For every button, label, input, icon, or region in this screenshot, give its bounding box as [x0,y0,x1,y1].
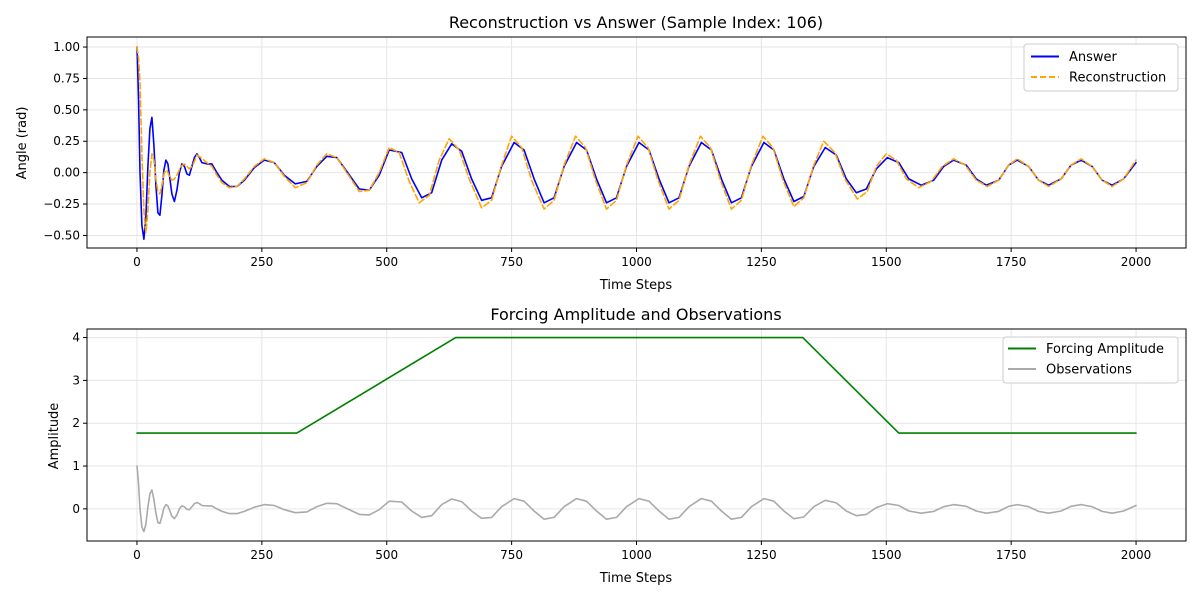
top-chart-y-tick-label: 0.75 [53,71,80,85]
bottom-chart-legend: Forcing Amplitude Observations [1002,336,1179,384]
top-chart-x-tick-label: 750 [500,255,523,269]
bottom-chart-x-tick-label: 750 [500,548,523,562]
legend-observations-label: Observations [1046,363,1132,378]
bottom-chart-x-tick-label: 1250 [746,548,777,562]
bottom-chart-x-tick-label: 250 [250,548,273,562]
top-chart-series [136,46,1137,240]
bottom-chart-x-tick-label: 500 [375,548,398,562]
bottom-chart-x-tick-label: 1750 [996,548,1027,562]
bottom-chart-x-tick-label: 0 [133,548,141,562]
bottom-chart-x-tick-label: 1500 [871,548,902,562]
top-chart-x-tick-label: 1500 [871,255,902,269]
top-chart-y-tick-label: −0.50 [43,228,80,242]
top-chart-x-tick-label: 0 [133,255,141,269]
bottom-chart-y-tick-label: 0 [72,502,80,516]
bottom-chart-x-tick-label: 2000 [1121,548,1152,562]
top-chart-y-tick-label: 0.25 [53,134,80,148]
top-chart-x-tick-label: 500 [375,255,398,269]
bottom-chart-series-forcing-amplitude-line [136,336,1137,434]
top-chart-series-reconstruction-line [136,46,1137,234]
top-chart-panel: Reconstruction vs Answer (Sample Index: … [15,13,1187,293]
legend-reconstruction-label: Reconstruction [1069,71,1166,86]
bottom-chart-y-tick-label: 2 [72,416,80,430]
bottom-chart-series [136,336,1137,533]
top-chart-y-tick-label: 0.00 [53,166,80,180]
bottom-chart-panel: Forcing Amplitude and Observations 0 250 5… [47,305,1187,586]
bottom-chart-x-ticks: 0 250 500 750 1000 1250 1500 1750 2000 [133,541,1151,562]
bottom-chart-y-tick-label: 3 [72,373,80,387]
legend-forcing-amplitude-label: Forcing Amplitude [1046,342,1164,357]
top-chart-x-tick-label: 1000 [621,255,652,269]
top-chart-legend: Answer Reconstruction [1023,43,1179,92]
top-chart-x-tick-label: 1750 [996,255,1027,269]
bottom-chart-title: Forcing Amplitude and Observations [490,305,781,324]
bottom-chart-x-tick-label: 1000 [621,548,652,562]
top-chart-x-axis-label: Time Steps [599,278,673,293]
top-chart-x-tick-label: 1250 [746,255,777,269]
top-chart-y-tick-label: 1.00 [53,40,80,54]
top-chart-x-tick-label: 250 [250,255,273,269]
bottom-chart-y-ticks: 0 1 2 3 4 [72,331,87,516]
top-chart-y-tick-label: −0.25 [43,197,80,211]
top-chart-y-tick-label: 0.50 [53,103,80,117]
top-chart-title: Reconstruction vs Answer (Sample Index: … [449,13,823,32]
top-chart-x-tick-label: 2000 [1121,255,1152,269]
top-chart-y-axis-label: Angle (rad) [15,107,30,180]
bottom-chart-y-tick-label: 1 [72,459,80,473]
bottom-chart-series-observations-line [136,465,1137,533]
top-chart-legend-box [1023,43,1179,92]
legend-answer-label: Answer [1069,50,1118,65]
top-chart-x-ticks: 0 250 500 750 1000 1250 1500 1750 2000 [133,248,1151,269]
bottom-chart-y-tick-label: 4 [72,331,80,345]
bottom-chart-x-axis-label: Time Steps [599,571,673,586]
bottom-chart-y-axis-label: Amplitude [47,403,62,470]
bottom-chart-legend-box [1002,336,1179,384]
top-chart-y-ticks: −0.50 −0.25 0.00 0.25 0.50 0.75 1.00 [43,40,87,242]
